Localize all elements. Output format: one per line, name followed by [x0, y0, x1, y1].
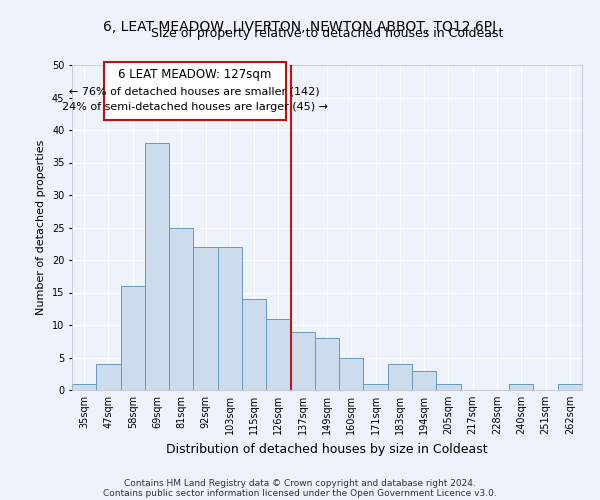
Y-axis label: Number of detached properties: Number of detached properties: [37, 140, 46, 315]
Bar: [558, 384, 582, 390]
Bar: [169, 228, 193, 390]
Text: Contains HM Land Registry data © Crown copyright and database right 2024.: Contains HM Land Registry data © Crown c…: [124, 478, 476, 488]
FancyBboxPatch shape: [104, 62, 286, 120]
Bar: [364, 384, 388, 390]
Title: Size of property relative to detached houses in Coldeast: Size of property relative to detached ho…: [151, 27, 503, 40]
Text: 6 LEAT MEADOW: 127sqm: 6 LEAT MEADOW: 127sqm: [118, 68, 271, 81]
Text: 6, LEAT MEADOW, LIVERTON, NEWTON ABBOT, TQ12 6PJ: 6, LEAT MEADOW, LIVERTON, NEWTON ABBOT, …: [103, 20, 497, 34]
Bar: [509, 384, 533, 390]
Bar: [339, 358, 364, 390]
X-axis label: Distribution of detached houses by size in Coldeast: Distribution of detached houses by size …: [166, 442, 488, 456]
Bar: [96, 364, 121, 390]
Bar: [266, 318, 290, 390]
Bar: [242, 299, 266, 390]
Text: Contains public sector information licensed under the Open Government Licence v3: Contains public sector information licen…: [103, 488, 497, 498]
Bar: [315, 338, 339, 390]
Bar: [72, 384, 96, 390]
Bar: [218, 247, 242, 390]
Text: ← 76% of detached houses are smaller (142): ← 76% of detached houses are smaller (14…: [70, 86, 320, 96]
Bar: [388, 364, 412, 390]
Bar: [121, 286, 145, 390]
Bar: [290, 332, 315, 390]
Text: 24% of semi-detached houses are larger (45) →: 24% of semi-detached houses are larger (…: [62, 102, 328, 113]
Bar: [436, 384, 461, 390]
Bar: [193, 247, 218, 390]
Bar: [145, 143, 169, 390]
Bar: [412, 370, 436, 390]
